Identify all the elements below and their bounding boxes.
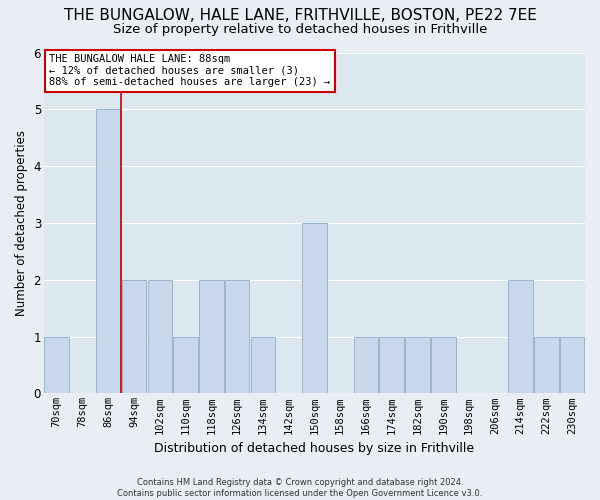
Bar [560,336,584,394]
Bar [173,336,198,394]
Text: Contains HM Land Registry data © Crown copyright and database right 2024.
Contai: Contains HM Land Registry data © Crown c… [118,478,482,498]
Bar [302,223,326,394]
Bar [148,280,172,394]
Bar [508,280,533,394]
Bar [44,336,69,394]
Bar [431,336,455,394]
Text: THE BUNGALOW, HALE LANE, FRITHVILLE, BOSTON, PE22 7EE: THE BUNGALOW, HALE LANE, FRITHVILLE, BOS… [64,8,536,22]
X-axis label: Distribution of detached houses by size in Frithville: Distribution of detached houses by size … [154,442,475,455]
Bar [122,280,146,394]
Text: Size of property relative to detached houses in Frithville: Size of property relative to detached ho… [113,22,487,36]
Bar [96,110,121,394]
Y-axis label: Number of detached properties: Number of detached properties [15,130,28,316]
Bar [379,336,404,394]
Bar [199,280,224,394]
Bar [405,336,430,394]
Bar [251,336,275,394]
Text: THE BUNGALOW HALE LANE: 88sqm
← 12% of detached houses are smaller (3)
88% of se: THE BUNGALOW HALE LANE: 88sqm ← 12% of d… [49,54,331,88]
Bar [354,336,378,394]
Bar [534,336,559,394]
Bar [225,280,250,394]
